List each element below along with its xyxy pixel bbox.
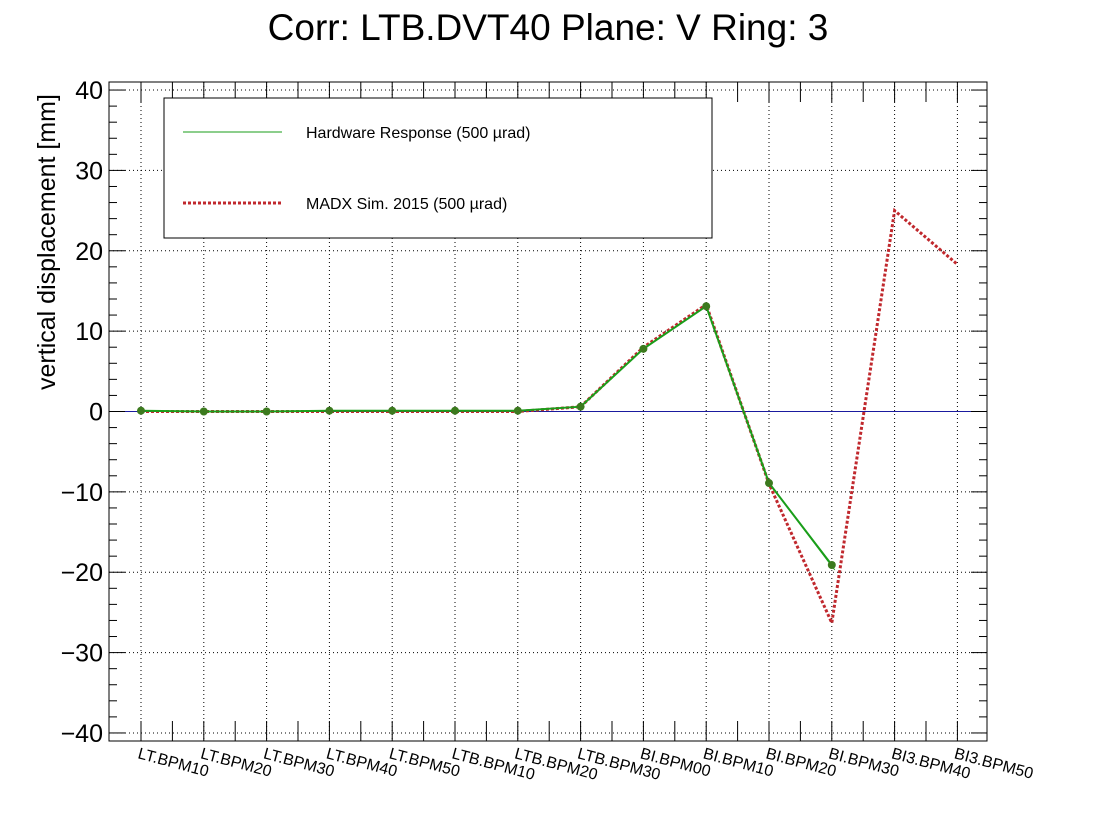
chart-title: Corr: LTB.DVT40 Plane: V Ring: 3 (268, 7, 829, 48)
data-point-hardware (765, 479, 773, 488)
data-point-hardware (388, 406, 397, 415)
data-point-hardware (702, 302, 711, 311)
legend-label-madx: MADX Sim. 2015 (500 µrad) (306, 196, 507, 213)
data-point-hardware (262, 407, 271, 416)
y-tick-label: 0 (89, 399, 103, 427)
y-axis-label: vertical displacement [mm] (33, 94, 61, 390)
legend: Hardware Response (500 µrad) MADX Sim. 2… (163, 97, 713, 239)
data-point-hardware (639, 344, 648, 353)
y-tick-label: −30 (61, 640, 103, 668)
series-layer (137, 207, 959, 629)
y-tick-label: −10 (61, 479, 103, 507)
data-point-hardware (199, 407, 208, 416)
legend-label-hardware: Hardware Response (500 µrad) (306, 125, 530, 142)
y-tick-label: 40 (75, 77, 103, 105)
data-point-hardware (451, 406, 459, 415)
y-tick-label: 10 (75, 318, 103, 346)
y-tick-label: −20 (61, 559, 103, 587)
legend-box (163, 97, 713, 239)
data-point-hardware (137, 406, 145, 415)
data-point-hardware (827, 560, 836, 569)
y-tick-label: 20 (75, 238, 103, 266)
series-line-hardware-response (140, 304, 833, 566)
y-tick-label: −40 (61, 720, 103, 748)
data-point-hardware (325, 406, 334, 415)
data-point-hardware (513, 406, 522, 415)
data-point-hardware (576, 402, 585, 411)
y-tick-label: 30 (75, 157, 103, 185)
